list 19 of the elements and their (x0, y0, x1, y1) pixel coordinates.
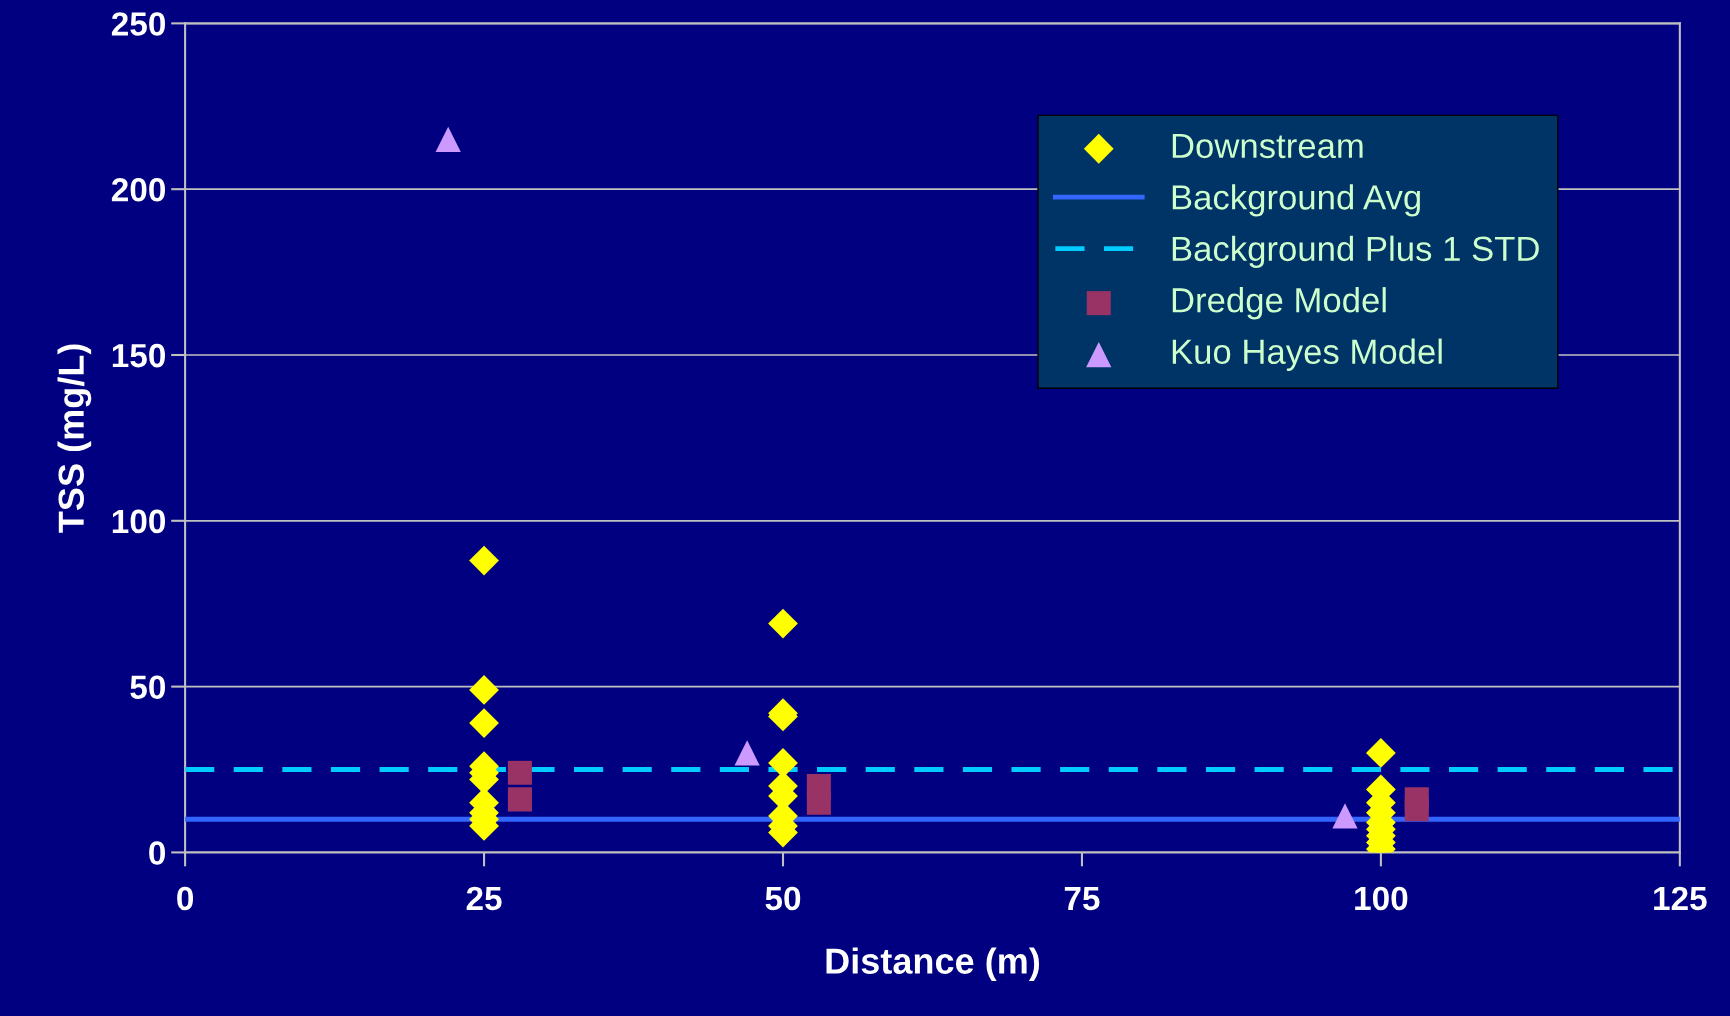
y-tick-label: 200 (111, 177, 165, 202)
y-tick-label: 150 (112, 343, 165, 368)
y-tick-label: 0 (149, 841, 165, 865)
x-axis-title: Distance (m) (826, 947, 1040, 982)
x-tick-label: 0 (177, 886, 194, 911)
legend-label: Downstream (1172, 133, 1363, 159)
legend-label: Kuo Hayes Model (1172, 338, 1442, 371)
y-tick-label: 250 (111, 12, 165, 36)
x-tick-label: 50 (765, 886, 801, 911)
y-tick-label: 50 (130, 675, 165, 700)
x-tick-label: 100 (1355, 886, 1408, 911)
legend-label: Background Avg (1172, 184, 1420, 217)
x-tick-label: 25 (466, 886, 502, 911)
y-tick-label: 100 (112, 509, 165, 534)
legend-label: Background Plus 1 STD (1172, 235, 1539, 268)
legend-label: Dredge Model (1172, 287, 1386, 320)
y-axis-title: TSS (mg/L) (57, 344, 92, 533)
x-tick-label: 125 (1654, 886, 1707, 911)
x-tick-label: 75 (1064, 886, 1100, 911)
